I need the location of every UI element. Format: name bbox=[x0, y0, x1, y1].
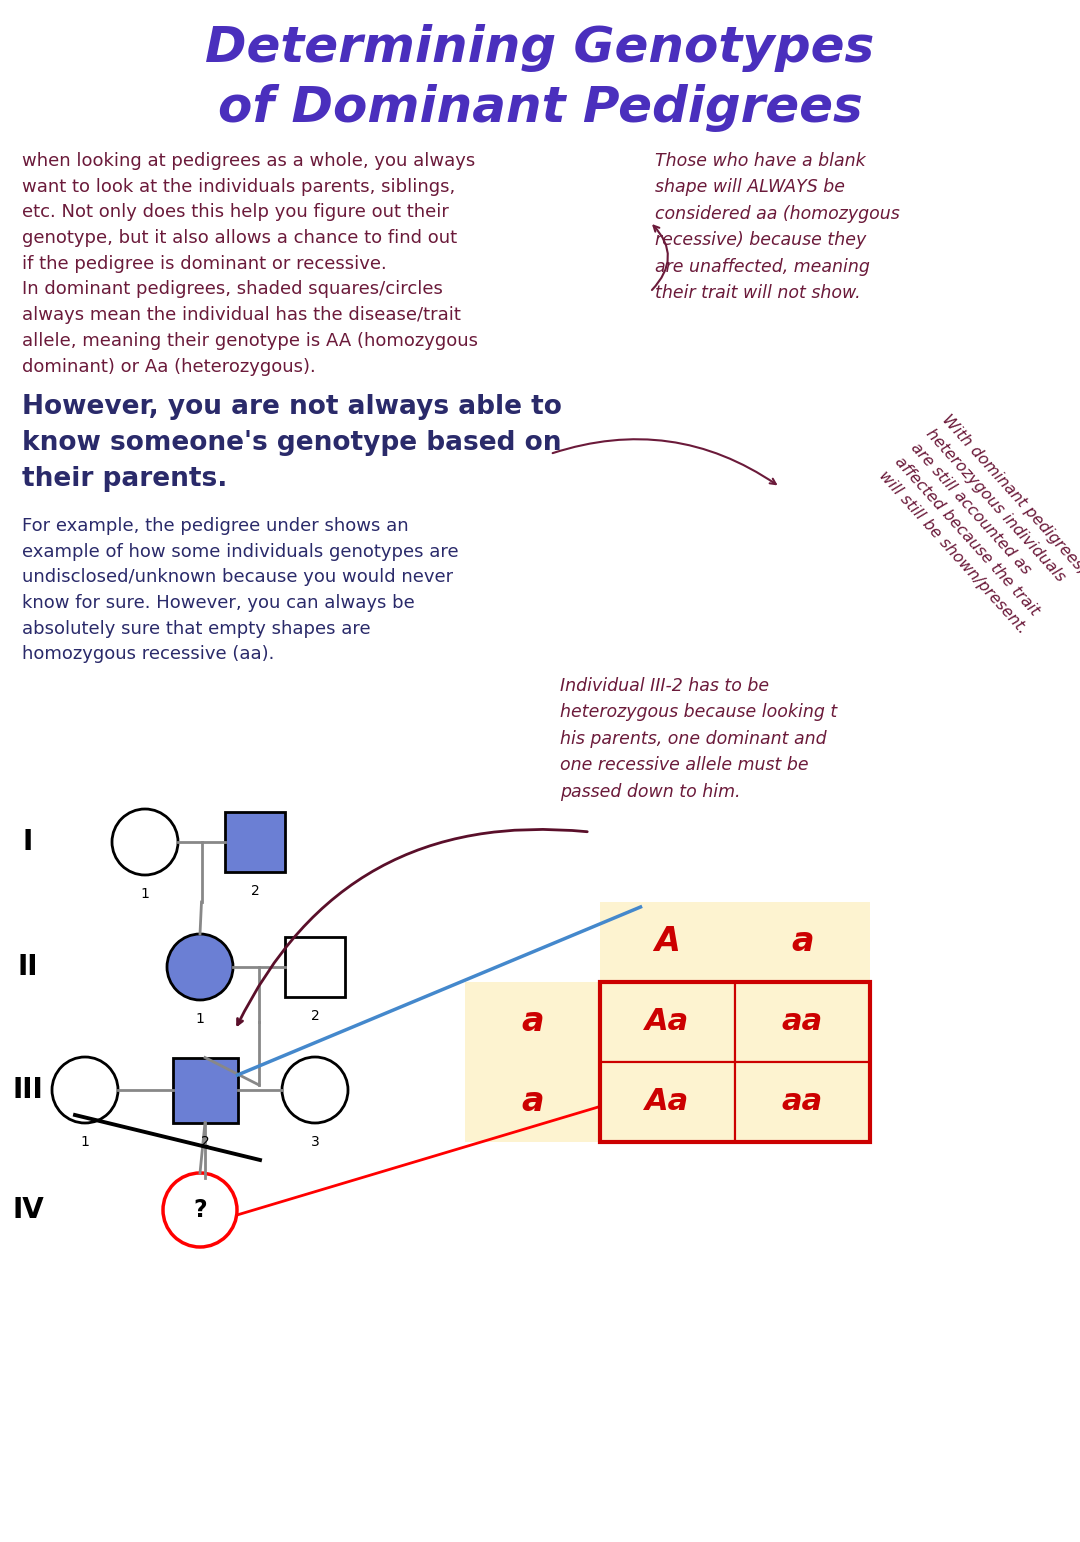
Text: Aa: Aa bbox=[646, 1087, 690, 1116]
Text: a: a bbox=[792, 925, 813, 959]
Text: 3: 3 bbox=[311, 1135, 320, 1149]
Text: A: A bbox=[654, 925, 680, 959]
FancyBboxPatch shape bbox=[285, 938, 345, 998]
Text: 1: 1 bbox=[195, 1012, 204, 1025]
Text: a: a bbox=[522, 1086, 543, 1118]
Text: Those who have a blank
shape will ALWAYS be
considered aa (homozygous
recessive): Those who have a blank shape will ALWAYS… bbox=[654, 153, 900, 302]
Text: 2: 2 bbox=[201, 1135, 210, 1149]
Text: Individual III-2 has to be
heterozygous because looking t
his parents, one domin: Individual III-2 has to be heterozygous … bbox=[561, 677, 837, 800]
FancyBboxPatch shape bbox=[735, 1062, 870, 1143]
Text: III: III bbox=[13, 1076, 43, 1104]
Text: Aa: Aa bbox=[646, 1007, 690, 1036]
Text: when looking at pedigrees as a whole, you always
want to look at the individuals: when looking at pedigrees as a whole, yo… bbox=[22, 153, 478, 376]
FancyBboxPatch shape bbox=[600, 1062, 735, 1143]
FancyBboxPatch shape bbox=[173, 1058, 238, 1123]
Text: IV: IV bbox=[12, 1197, 44, 1224]
FancyBboxPatch shape bbox=[735, 902, 870, 982]
Text: For example, the pedigree under shows an
example of how some individuals genotyp: For example, the pedigree under shows an… bbox=[22, 517, 459, 663]
Circle shape bbox=[167, 934, 233, 1001]
FancyBboxPatch shape bbox=[465, 1062, 600, 1143]
Text: 1: 1 bbox=[140, 887, 149, 901]
Text: I: I bbox=[23, 828, 33, 856]
Text: With dominant pedigrees,
heterozygous individuals
are still accounted as
affecte: With dominant pedigrees, heterozygous in… bbox=[877, 412, 1080, 637]
Text: However, you are not always able to
know someone's genotype based on
their paren: However, you are not always able to know… bbox=[22, 395, 562, 492]
FancyBboxPatch shape bbox=[225, 813, 285, 871]
Text: aa: aa bbox=[782, 1007, 823, 1036]
Text: ?: ? bbox=[193, 1198, 206, 1221]
Text: 2: 2 bbox=[251, 884, 259, 897]
Text: 2: 2 bbox=[311, 1008, 320, 1022]
Text: aa: aa bbox=[782, 1087, 823, 1116]
FancyBboxPatch shape bbox=[600, 982, 735, 1062]
Text: a: a bbox=[522, 1005, 543, 1038]
FancyBboxPatch shape bbox=[735, 982, 870, 1062]
Text: II: II bbox=[17, 953, 38, 981]
Text: Determining Genotypes: Determining Genotypes bbox=[205, 25, 875, 72]
FancyBboxPatch shape bbox=[600, 902, 735, 982]
Text: of Dominant Pedigrees: of Dominant Pedigrees bbox=[218, 83, 862, 133]
Bar bbox=[600, 982, 870, 1143]
FancyBboxPatch shape bbox=[465, 982, 600, 1062]
Text: 1: 1 bbox=[81, 1135, 90, 1149]
